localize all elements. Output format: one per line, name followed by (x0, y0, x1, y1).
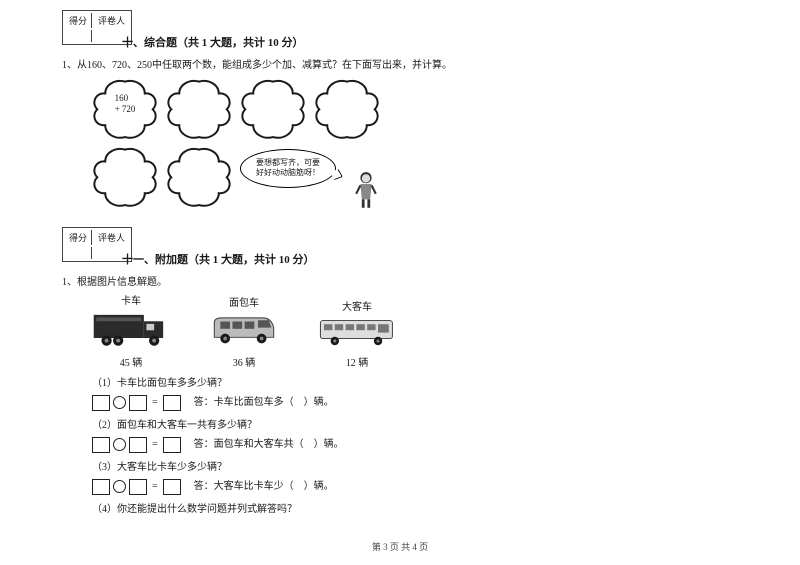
operator-circle (113, 438, 126, 451)
subquestion-2: （2）面包车和大客车一共有多少辆？ = 答：面包车和大客车共（ ）辆。 (92, 417, 722, 453)
table-row: 要想都写齐，可要 好好动动脑筋呀！ (92, 147, 722, 209)
subquestion-4: （4）你还能提出什么数学问题并列式解答吗？ (92, 501, 722, 518)
equation-line: = 答：卡车比面包车多（ ）辆。 (92, 394, 722, 411)
flower-grid: 160 + 720 要想都写齐，可要 (92, 79, 722, 209)
table-row: 160 + 720 (92, 79, 722, 141)
flower-cell (240, 79, 306, 141)
answer-text: 答：面包车和大客车共（ ）辆。 (194, 436, 344, 453)
equals-sign: = (150, 436, 160, 453)
page-footer: 第 3 页 共 4 页 (0, 540, 800, 553)
reviewer-label: 评卷人 (94, 230, 129, 245)
question-11-prompt: 1、根据图片信息解题。 (62, 273, 722, 288)
section-11: 得分 评卷人 十一、附加题（共 1 大题，共计 10 分） 1、根据图片信息解题… (62, 227, 722, 518)
vehicle-count: 36 辆 (210, 354, 278, 369)
speech-wrap: 要想都写齐，可要 好好动动脑筋呀！ (240, 147, 390, 209)
vehicle-row: 卡车 45 辆 面包车 (92, 292, 722, 369)
subquestion-3: （3）大客车比卡车少多少辆？ = 答：大客车比卡车少（ ）辆。 (92, 459, 722, 495)
vehicle-count: 12 辆 (318, 354, 396, 369)
question-10-1: 1、从160、720、250中任取两个数，能组成多少个加、减算式？在下面写出来，… (62, 56, 722, 71)
vehicle-name: 大客车 (318, 298, 396, 313)
flower-example-text: 160 + 720 (115, 93, 136, 115)
flower-cell (92, 147, 158, 209)
page-content: 得分 评卷人 十、综合题（共 1 大题，共计 10 分） 1、从160、720、… (62, 10, 722, 518)
blank-box (163, 479, 181, 495)
bubble-line: 好好动动脑筋呀！ (249, 168, 327, 178)
blank-box (163, 395, 181, 411)
subq-text: （3）大客车比卡车少多少辆？ (92, 459, 722, 476)
subq-text: （1）卡车比面包车多多少辆？ (92, 375, 722, 392)
section-11-title: 十一、附加题（共 1 大题，共计 10 分） (122, 251, 722, 267)
vehicle-count: 45 辆 (92, 354, 170, 369)
vehicle-van: 面包车 36 辆 (210, 294, 278, 369)
bubble-line: 要想都写齐，可要 (249, 158, 327, 168)
bus-icon (318, 317, 396, 347)
section-10-title: 十、综合题（共 1 大题，共计 10 分） (122, 34, 722, 50)
speech-bubble: 要想都写齐，可要 好好动动脑筋呀！ (240, 149, 336, 188)
blank-box (92, 437, 110, 453)
operator-circle (113, 396, 126, 409)
equation-line: = 答：大客车比卡车少（ ）辆。 (92, 478, 722, 495)
blank-box (129, 437, 147, 453)
blank-box (129, 479, 147, 495)
equals-sign: = (150, 394, 160, 411)
example-line: 160 (115, 93, 136, 104)
score-label: 得分 (65, 13, 92, 28)
truck-icon (92, 311, 170, 347)
flower-cell (166, 79, 232, 141)
equals-sign: = (150, 478, 160, 495)
vehicle-truck: 卡车 45 辆 (92, 292, 170, 369)
subquestion-1: （1）卡车比面包车多多少辆？ = 答：卡车比面包车多（ ）辆。 (92, 375, 722, 411)
operator-circle (113, 480, 126, 493)
vehicle-name: 卡车 (92, 292, 170, 307)
subq-text: （2）面包车和大客车一共有多少辆？ (92, 417, 722, 434)
vehicle-bus: 大客车 12 辆 (318, 298, 396, 369)
reviewer-label: 评卷人 (94, 13, 129, 28)
flower-cell (166, 147, 232, 209)
example-line: + 720 (115, 104, 136, 115)
answer-text: 答：大客车比卡车少（ ）辆。 (194, 478, 334, 495)
answer-text: 答：卡车比面包车多（ ）辆。 (194, 394, 334, 411)
blank-box (92, 395, 110, 411)
vehicle-name: 面包车 (210, 294, 278, 309)
blank-box (129, 395, 147, 411)
equation-line: = 答：面包车和大客车共（ ）辆。 (92, 436, 722, 453)
van-icon (210, 313, 278, 347)
blank-box (163, 437, 181, 453)
flower-cell: 160 + 720 (92, 79, 158, 141)
flower-cell (314, 79, 380, 141)
score-label: 得分 (65, 230, 92, 245)
child-icon (352, 170, 380, 212)
blank-box (92, 479, 110, 495)
subq-text: （4）你还能提出什么数学问题并列式解答吗？ (92, 501, 722, 518)
